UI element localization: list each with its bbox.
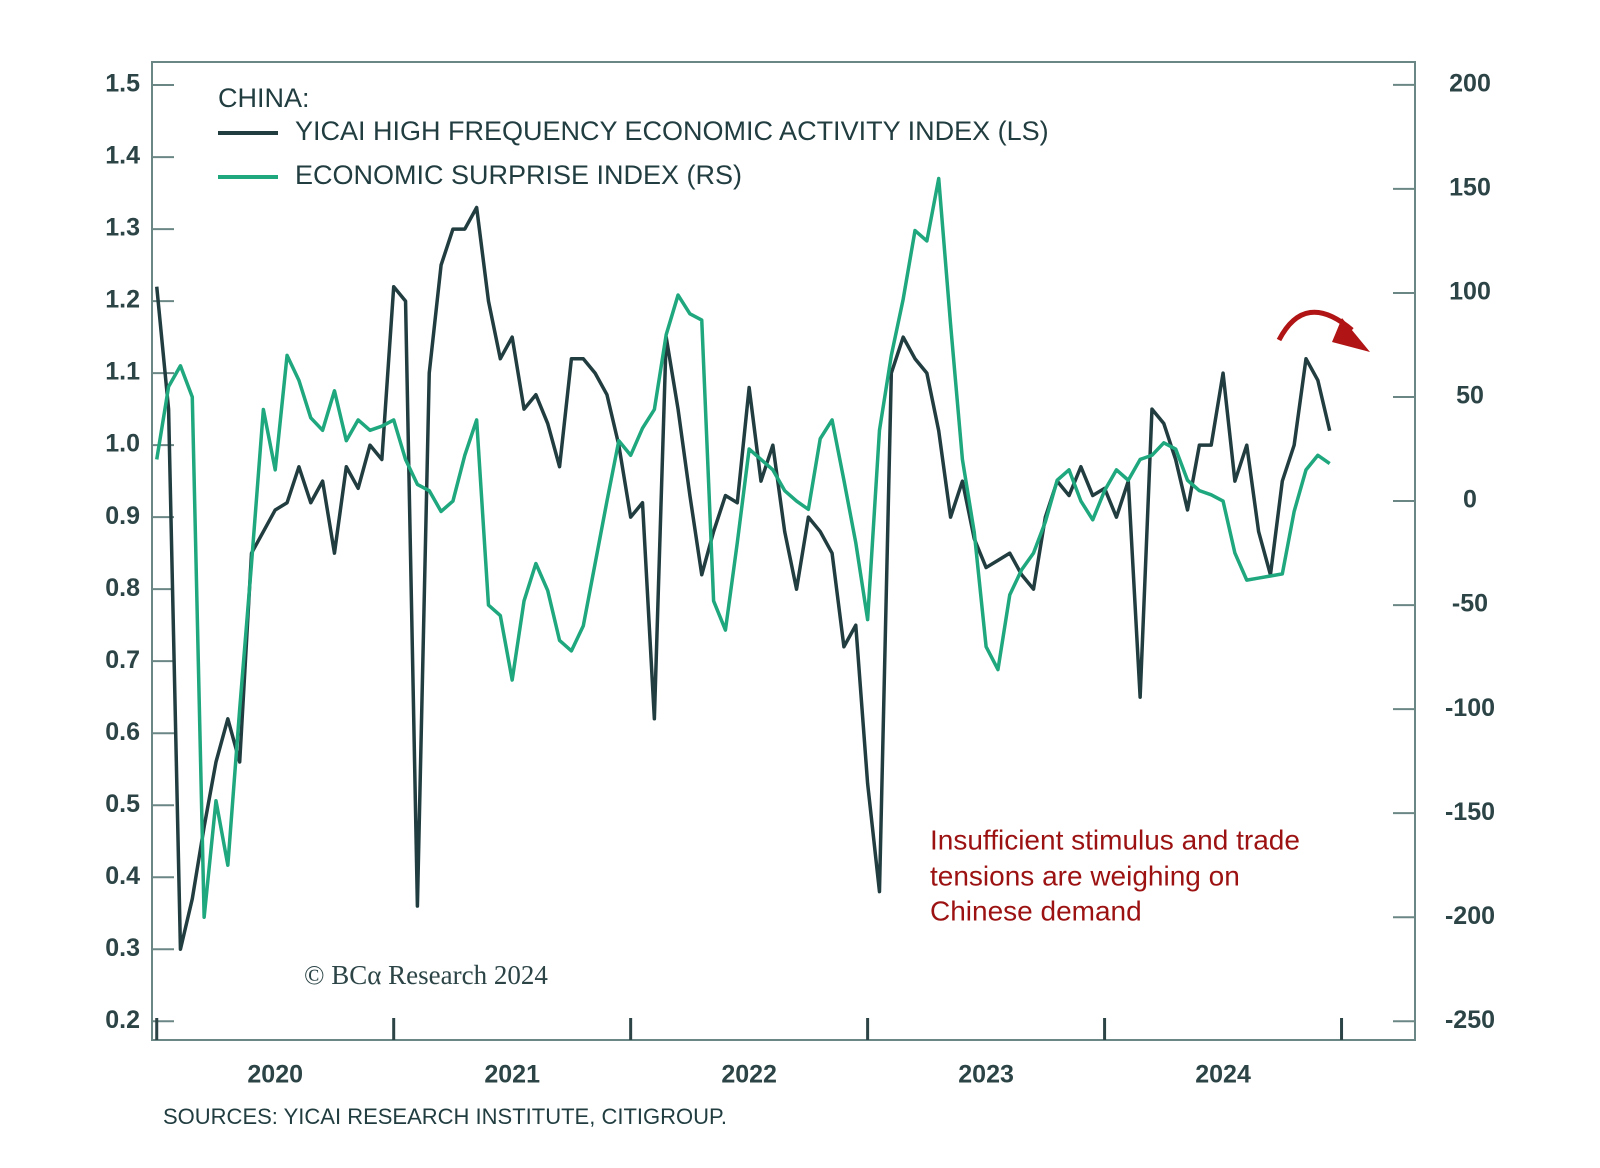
series-line (155, 176, 1331, 919)
y-tick-label: 1.3 (105, 214, 140, 242)
legend-label: YICAI HIGH FREQUENCY ECONOMIC ACTIVITY I… (295, 116, 1049, 146)
y2-tick-label: -250 (1445, 1006, 1495, 1034)
annotation: Chinese demand (930, 895, 1142, 926)
x-tick-label: 2023 (958, 1061, 1014, 1089)
y2-tick-label: 50 (1456, 382, 1484, 410)
x-tick-label: 2020 (247, 1061, 303, 1089)
y2-tick-label: 200 (1449, 69, 1491, 97)
x-tick-label: 2024 (1195, 1061, 1251, 1089)
annotation-arrowhead (1332, 318, 1370, 352)
y-tick-label: 0.2 (105, 1006, 140, 1034)
y-tick-label: 0.4 (105, 862, 140, 890)
annotation: Insufficient stimulus and trade (930, 824, 1300, 855)
y-tick-label: 1.1 (105, 358, 140, 386)
y2-tick-label: 0 (1463, 486, 1477, 514)
y2-tick-label: 150 (1449, 174, 1491, 202)
source-note: SOURCES: YICAI RESEARCH INSTITUTE, CITIG… (163, 1104, 727, 1129)
y-tick-label: 1.2 (105, 286, 140, 314)
y-tick-label: 0.8 (105, 574, 140, 602)
y-tick-label: 1.5 (105, 70, 140, 98)
watermark: © BCα Research 2024 (304, 960, 548, 990)
y2-tick-label: -100 (1445, 694, 1495, 722)
y-tick-label: 0.6 (105, 718, 140, 746)
y2-tick-label: -200 (1445, 902, 1495, 930)
legend-label: ECONOMIC SURPRISE INDEX (RS) (295, 160, 742, 190)
x-tick-label: 2021 (484, 1061, 540, 1089)
legend-title: CHINA: (218, 83, 310, 113)
plot-frame (151, 61, 1416, 1041)
y2-tick-label: -150 (1445, 798, 1495, 826)
series-line (154, 205, 1332, 952)
y2-tick-label: 100 (1449, 278, 1491, 306)
y-tick-label: 0.3 (105, 934, 140, 962)
y2-tick-label: -50 (1452, 590, 1488, 618)
y-tick-label: 1.0 (105, 430, 140, 458)
y-tick-label: 0.9 (105, 502, 140, 530)
x-tick-label: 2022 (721, 1061, 777, 1089)
y-tick-label: 1.4 (105, 142, 140, 170)
y-tick-label: 0.7 (105, 646, 140, 674)
annotation: tensions are weighing on (930, 860, 1240, 891)
y-tick-label: 0.5 (105, 790, 140, 818)
